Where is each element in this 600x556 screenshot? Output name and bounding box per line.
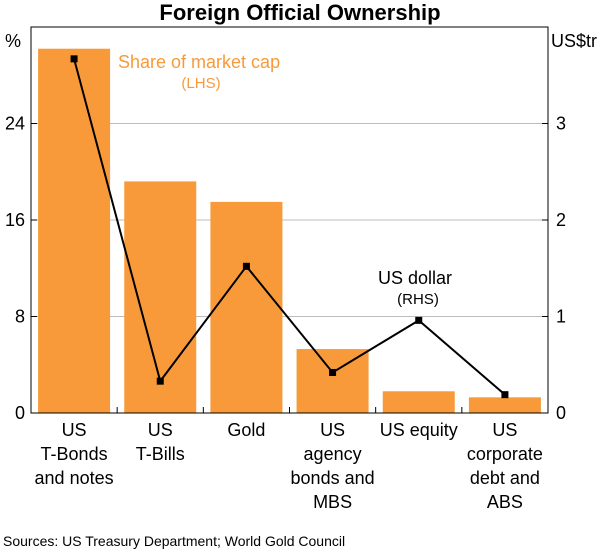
source-note: Sources: US Treasury Department; World G…: [3, 533, 345, 549]
bar-5: [382, 391, 455, 413]
category-label: agency: [304, 444, 362, 464]
labels: Foreign Official Ownership% US$tr 0 8 16 24 0 1…: [3, 0, 597, 549]
category-label: and notes: [35, 468, 114, 488]
chart-title: Foreign Official Ownership: [159, 0, 440, 25]
left-tick-label: 16: [5, 210, 25, 230]
category-label: ABS: [487, 492, 523, 512]
line-series: [70, 55, 509, 399]
category-label: US: [62, 420, 87, 440]
right-axis-label: US$tr: [551, 31, 597, 51]
category-label: US: [148, 420, 173, 440]
category-label: corporate: [467, 444, 543, 464]
left-tick-label: 8: [15, 307, 25, 327]
line-series-name: US dollar: [378, 268, 452, 288]
category-label: T-Bills: [136, 444, 185, 464]
bar-1: [38, 48, 111, 414]
category-label: bonds and: [291, 468, 375, 488]
line-point-4: [329, 368, 337, 376]
bar-3: [210, 201, 283, 413]
bar-4: [296, 349, 369, 413]
plot-frame: [30, 26, 549, 414]
line-series-axis-note: (RHS): [397, 291, 439, 308]
bar-series-name: Share of market cap: [118, 52, 280, 72]
category-label: MBS: [313, 492, 352, 512]
category-label: Gold: [227, 420, 265, 440]
right-tick-label: 2: [556, 210, 566, 230]
bar-6: [468, 397, 541, 413]
category-label: US: [492, 420, 517, 440]
right-tick-label: 0: [556, 403, 566, 423]
left-axis-label: %: [5, 31, 21, 51]
right-tick-label: 1: [556, 307, 566, 327]
line-path: [73, 58, 506, 396]
bar-2: [124, 181, 197, 413]
bar-series: [38, 48, 541, 414]
line-point-2: [156, 377, 164, 385]
bar-series-axis-note: (LHS): [181, 75, 220, 92]
line-point-5: [415, 316, 423, 324]
category-label: US equity: [380, 420, 458, 440]
left-tick-label: 0: [15, 403, 25, 423]
category-label: debt and: [470, 468, 540, 488]
right-tick-label: 3: [556, 114, 566, 134]
line-point-1: [70, 55, 78, 63]
left-tick-label: 24: [5, 114, 25, 134]
category-label: US: [320, 420, 345, 440]
line-point-6: [501, 391, 509, 399]
category-label: T-Bonds: [41, 444, 108, 464]
line-point-3: [242, 262, 250, 270]
